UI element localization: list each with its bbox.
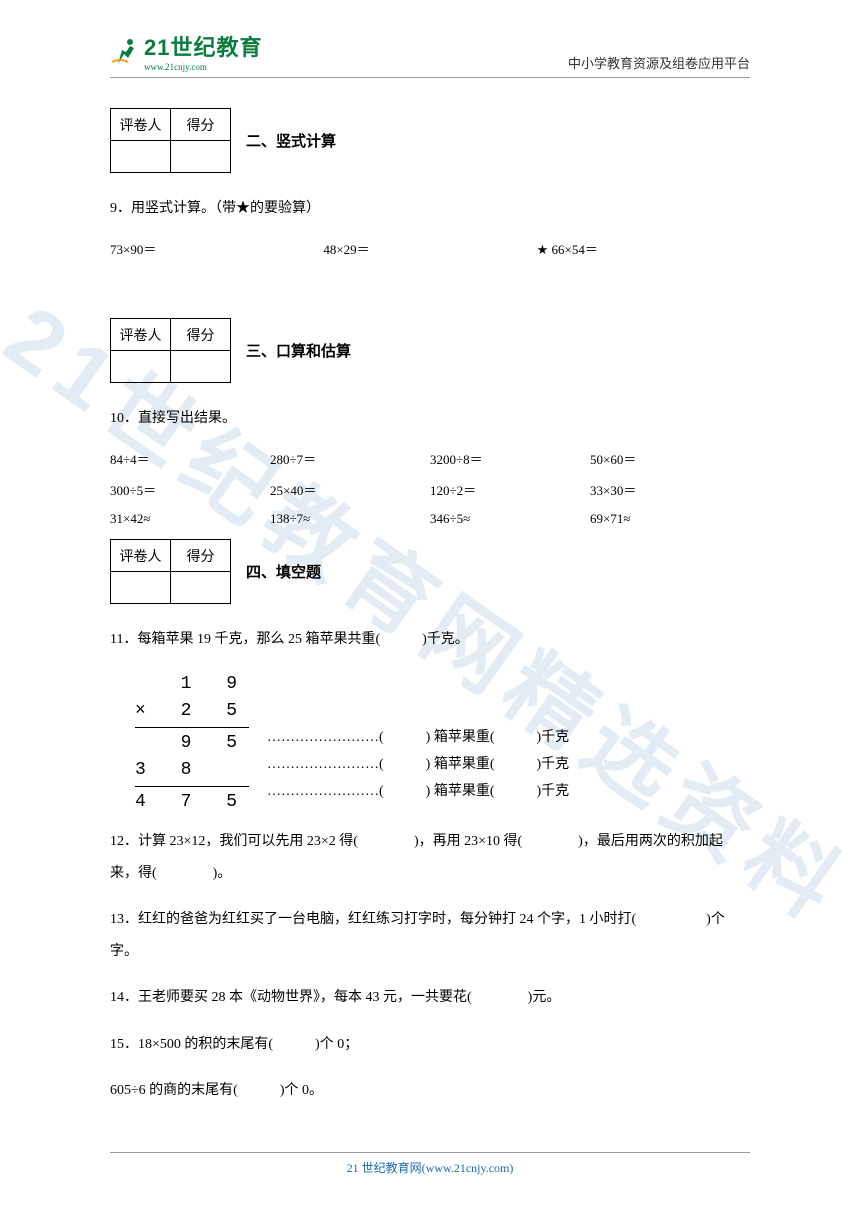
- section-4-header: 评卷人 得分 四、填空题: [110, 539, 750, 604]
- eq: 280÷7＝: [270, 449, 430, 468]
- grade-blank: [171, 572, 231, 604]
- header-subtitle: 中小学教育资源及组卷应用平台: [568, 53, 750, 72]
- calc-row: 3 8: [135, 757, 249, 784]
- grade-table: 评卷人 得分: [110, 539, 231, 604]
- question-13: 13．红红的爸爸为红红买了一台电脑，红红练习打字时，每分钟打 24 个字，1 小…: [110, 904, 750, 968]
- grade-blank: [111, 141, 171, 173]
- eq: 69×71≈: [590, 511, 750, 527]
- grade-blank: [171, 141, 231, 173]
- grade-blank: [111, 351, 171, 383]
- section-3-title: 三、口算和估算: [246, 340, 351, 361]
- calc-row: 4 7 5: [135, 789, 249, 816]
- page-footer: 21 世纪教育网(www.21cnjy.com): [0, 1152, 860, 1176]
- section-4-title: 四、填空题: [246, 561, 321, 582]
- question-11-vertical-calc: 1 9 × 2 5 9 5 3 8 4 7 5 ……………………( ) 箱苹果重…: [110, 671, 750, 816]
- eq: 50×60＝: [590, 449, 750, 468]
- eq: ★ 66×54＝: [537, 239, 750, 258]
- calc-row: × 2 5: [135, 698, 249, 725]
- eq: 346÷5≈: [430, 511, 590, 527]
- eq: 48×29＝: [323, 239, 536, 258]
- section-2-title: 二、竖式计算: [246, 130, 336, 151]
- calc-annotation: ……………………( ) 箱苹果重( )千克: [267, 779, 569, 806]
- eq: 3200÷8＝: [430, 449, 590, 468]
- calc-row: 1 9: [135, 671, 249, 698]
- grade-blank: [171, 351, 231, 383]
- calc-annotation: ……………………( ) 箱苹果重( )千克: [267, 725, 569, 752]
- question-15b: 605÷6 的商的末尾有( )个 0。: [110, 1075, 750, 1107]
- eq: 300÷5＝: [110, 480, 270, 499]
- section-3-header: 评卷人 得分 三、口算和估算: [110, 318, 750, 383]
- grade-col-score: 得分: [171, 109, 231, 141]
- eq: 138÷7≈: [270, 511, 430, 527]
- grade-blank: [111, 572, 171, 604]
- question-11: 11．每箱苹果 19 千克，那么 25 箱苹果共重( )千克。: [110, 624, 750, 656]
- section-2-header: 评卷人 得分 二、竖式计算: [110, 108, 750, 173]
- eq: 84÷4＝: [110, 449, 270, 468]
- calc-annotation: ……………………( ) 箱苹果重( )千克: [267, 752, 569, 779]
- grade-table: 评卷人 得分: [110, 108, 231, 173]
- footer-text: 21 世纪教育网(www.21cnjy.com): [347, 1161, 514, 1175]
- eq: 120÷2＝: [430, 480, 590, 499]
- calc-row: 9 5: [135, 730, 249, 757]
- eq: 73×90＝: [110, 239, 323, 258]
- calc-line: [135, 727, 249, 728]
- grade-col-score: 得分: [171, 540, 231, 572]
- question-9: 9．用竖式计算。（带★的要验算）: [110, 193, 750, 225]
- page-header: 21世纪教育 www.21cnjy.com 中小学教育资源及组卷应用平台: [110, 0, 750, 78]
- question-14: 14．王老师要买 28 本《动物世界》，每本 43 元，一共要花( )元。: [110, 982, 750, 1014]
- grade-col-reviewer: 评卷人: [111, 109, 171, 141]
- calc-line: [135, 786, 249, 787]
- question-9-equations: 73×90＝ 48×29＝ ★ 66×54＝: [110, 239, 750, 258]
- logo-url: www.21cnjy.com: [144, 62, 262, 72]
- grade-col-reviewer: 评卷人: [111, 319, 171, 351]
- eq: 25×40＝: [270, 480, 430, 499]
- question-10: 10．直接写出结果。: [110, 403, 750, 435]
- eq: 31×42≈: [110, 511, 270, 527]
- question-15a: 15．18×500 的积的末尾有( )个 0；: [110, 1029, 750, 1061]
- grade-table: 评卷人 得分: [110, 318, 231, 383]
- logo: 21世纪教育 www.21cnjy.com: [110, 30, 262, 72]
- question-12: 12．计算 23×12，我们可以先用 23×2 得( )，再用 23×10 得(…: [110, 826, 750, 890]
- runner-icon: [110, 36, 140, 66]
- logo-title: 21世纪教育: [144, 30, 262, 62]
- grade-col-score: 得分: [171, 319, 231, 351]
- grade-col-reviewer: 评卷人: [111, 540, 171, 572]
- eq: 33×30＝: [590, 480, 750, 499]
